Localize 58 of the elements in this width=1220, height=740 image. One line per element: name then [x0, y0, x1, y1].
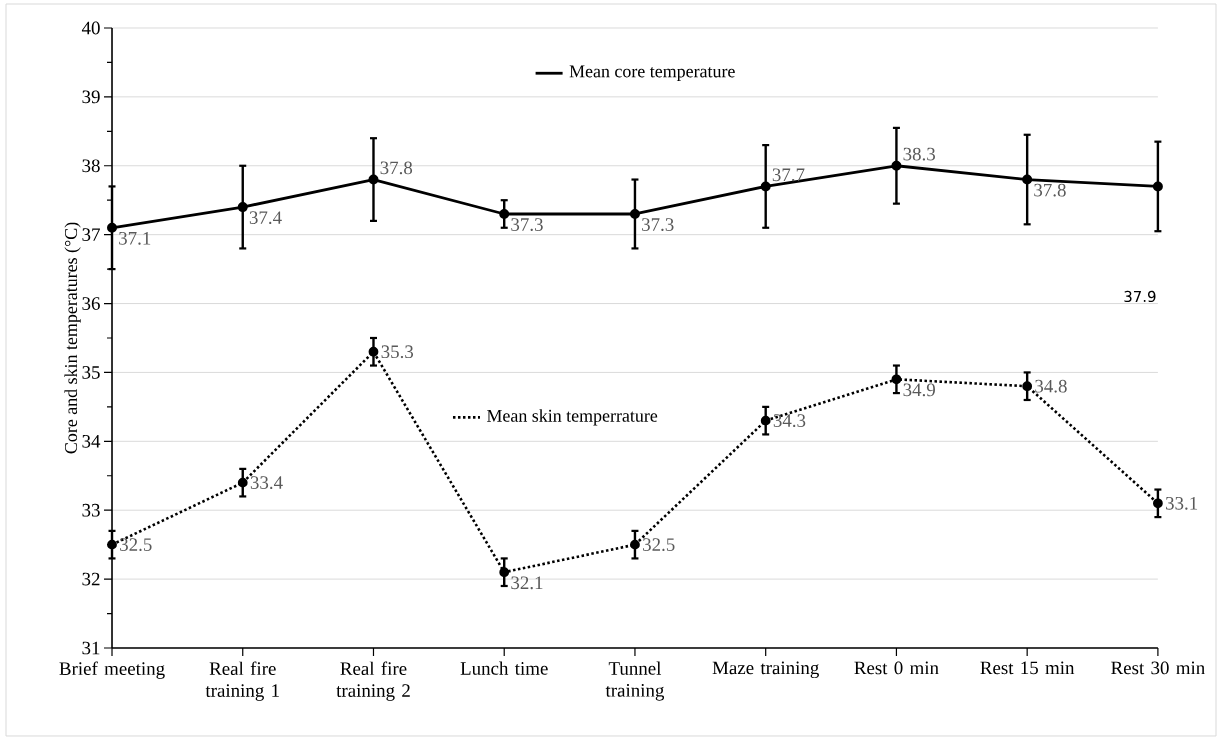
y-tick-label: 35 [82, 366, 100, 379]
y-tick-label: 32 [82, 572, 100, 586]
point [1152, 181, 1163, 192]
x-tick-label: Lunch time [460, 661, 548, 675]
point [368, 346, 379, 357]
point [1022, 174, 1033, 185]
point [760, 181, 771, 192]
y-tick-label: 37 [82, 228, 100, 242]
x-tick-label: Rest 15 min [980, 661, 1075, 675]
annotation: 37.9 [1124, 290, 1156, 303]
data-label: 37.4 [249, 211, 282, 225]
x-tick-label: Maze training [712, 661, 819, 679]
point [499, 208, 510, 219]
data-label: 34.9 [903, 383, 935, 397]
data-label: 32.5 [643, 538, 675, 552]
point [237, 477, 248, 488]
data-label: 37.8 [1034, 183, 1066, 197]
x-tick-label: Tunnel training [605, 661, 665, 701]
y-tick-label: 40 [81, 21, 100, 35]
point [499, 567, 510, 578]
data-label: 37.8 [380, 161, 413, 175]
y-axis-title: Core and skin temperatures (°C) [64, 222, 81, 454]
data-label: 33.1 [1166, 496, 1198, 510]
x-tick-label: Brief meeting [59, 661, 165, 679]
point [107, 222, 118, 233]
y-tick-label: 34 [82, 434, 101, 448]
y-tick-label: 36 [82, 297, 100, 310]
data-label: 33.4 [250, 476, 283, 490]
point [760, 415, 771, 426]
x-tick-label: Real fire training 1 [205, 661, 279, 701]
legend-label: Mean core temperature [569, 65, 735, 82]
point [629, 208, 640, 219]
y-tick-label: 39 [82, 90, 100, 104]
x-tick-label: Rest 30 min [1111, 661, 1205, 675]
point [368, 174, 379, 185]
y-tick-label: 31 [82, 641, 100, 655]
data-label: 37.3 [511, 218, 543, 231]
x-tick-label: Rest 0 min [854, 661, 939, 675]
y-tick-label: 33 [82, 503, 100, 517]
y-tick-label: 38 [82, 159, 100, 173]
data-label: 34.8 [1035, 379, 1067, 393]
legend-label: Mean skin temperrature [487, 409, 658, 426]
point [891, 374, 902, 385]
point [891, 160, 902, 171]
point [630, 539, 640, 550]
annotation: 38.3 [903, 147, 935, 161]
point [237, 202, 248, 213]
point [1022, 381, 1033, 392]
data-label: 37.1 [119, 231, 151, 245]
point [1153, 498, 1163, 509]
data-label: 32.1 [511, 576, 543, 590]
data-label: 37.3 [642, 218, 674, 231]
data-label: 35.3 [381, 345, 414, 359]
data-label: 37.7 [772, 168, 805, 182]
data-label: 32.5 [120, 538, 152, 552]
data-label: 34.3 [773, 414, 806, 428]
point [107, 539, 117, 550]
x-tick-label: Real fire training 2 [336, 661, 410, 701]
